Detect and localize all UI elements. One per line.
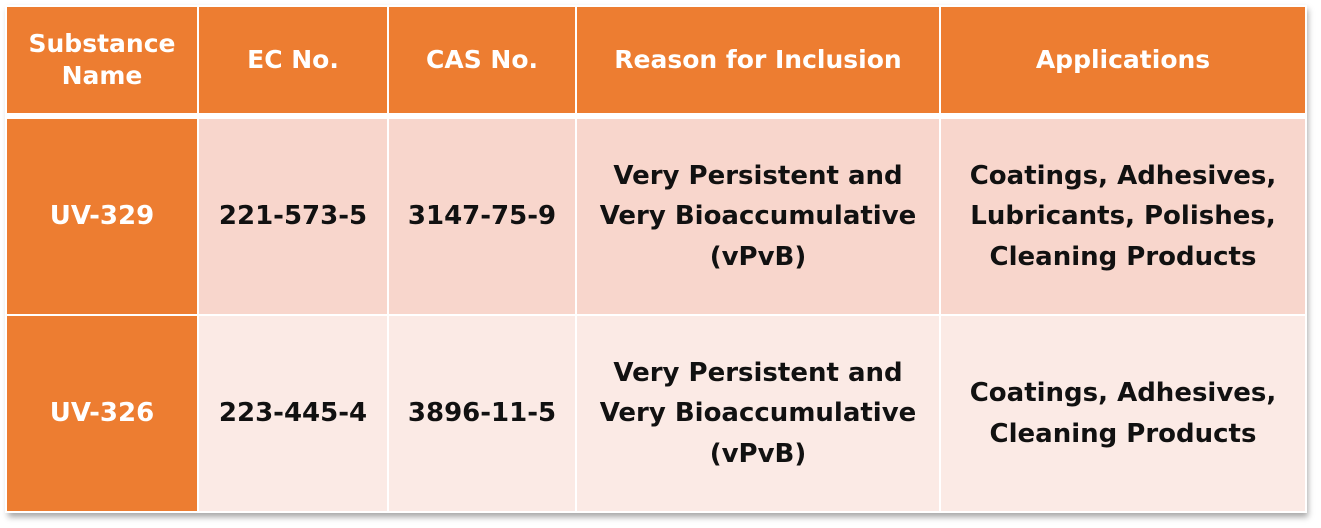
header-cas-no: CAS No.: [387, 5, 577, 119]
header-ec-no: EC No.: [197, 5, 389, 119]
header-substance-name: Substance Name: [5, 5, 199, 119]
substances-table-frame: Substance Name EC No. CAS No. Reason for…: [5, 5, 1307, 513]
header-reason-for-inclusion: Reason for Inclusion: [575, 5, 941, 119]
cell-ec-no: 223-445-4: [197, 314, 389, 513]
cell-reason: Very Persistent and Very Bioaccumulative…: [575, 115, 941, 316]
cell-ec-no: 221-573-5: [197, 115, 389, 316]
substances-table: Substance Name EC No. CAS No. Reason for…: [5, 5, 1307, 513]
cell-substance: UV-329: [5, 115, 199, 316]
cell-cas-no: 3147-75-9: [387, 115, 577, 316]
cell-reason: Very Persistent and Very Bioaccumulative…: [575, 314, 941, 513]
cell-applications: Coatings, Adhesives, Cleaning Products: [939, 314, 1307, 513]
table-row: UV-326 223-445-4 3896-11-5 Very Persiste…: [5, 314, 1307, 513]
cell-cas-no: 3896-11-5: [387, 314, 577, 513]
header-row: Substance Name EC No. CAS No. Reason for…: [5, 5, 1307, 119]
table-row: UV-329 221-573-5 3147-75-9 Very Persiste…: [5, 115, 1307, 316]
cell-substance: UV-326: [5, 314, 199, 513]
header-applications: Applications: [939, 5, 1307, 119]
cell-applications: Coatings, Adhesives, Lubricants, Polishe…: [939, 115, 1307, 316]
